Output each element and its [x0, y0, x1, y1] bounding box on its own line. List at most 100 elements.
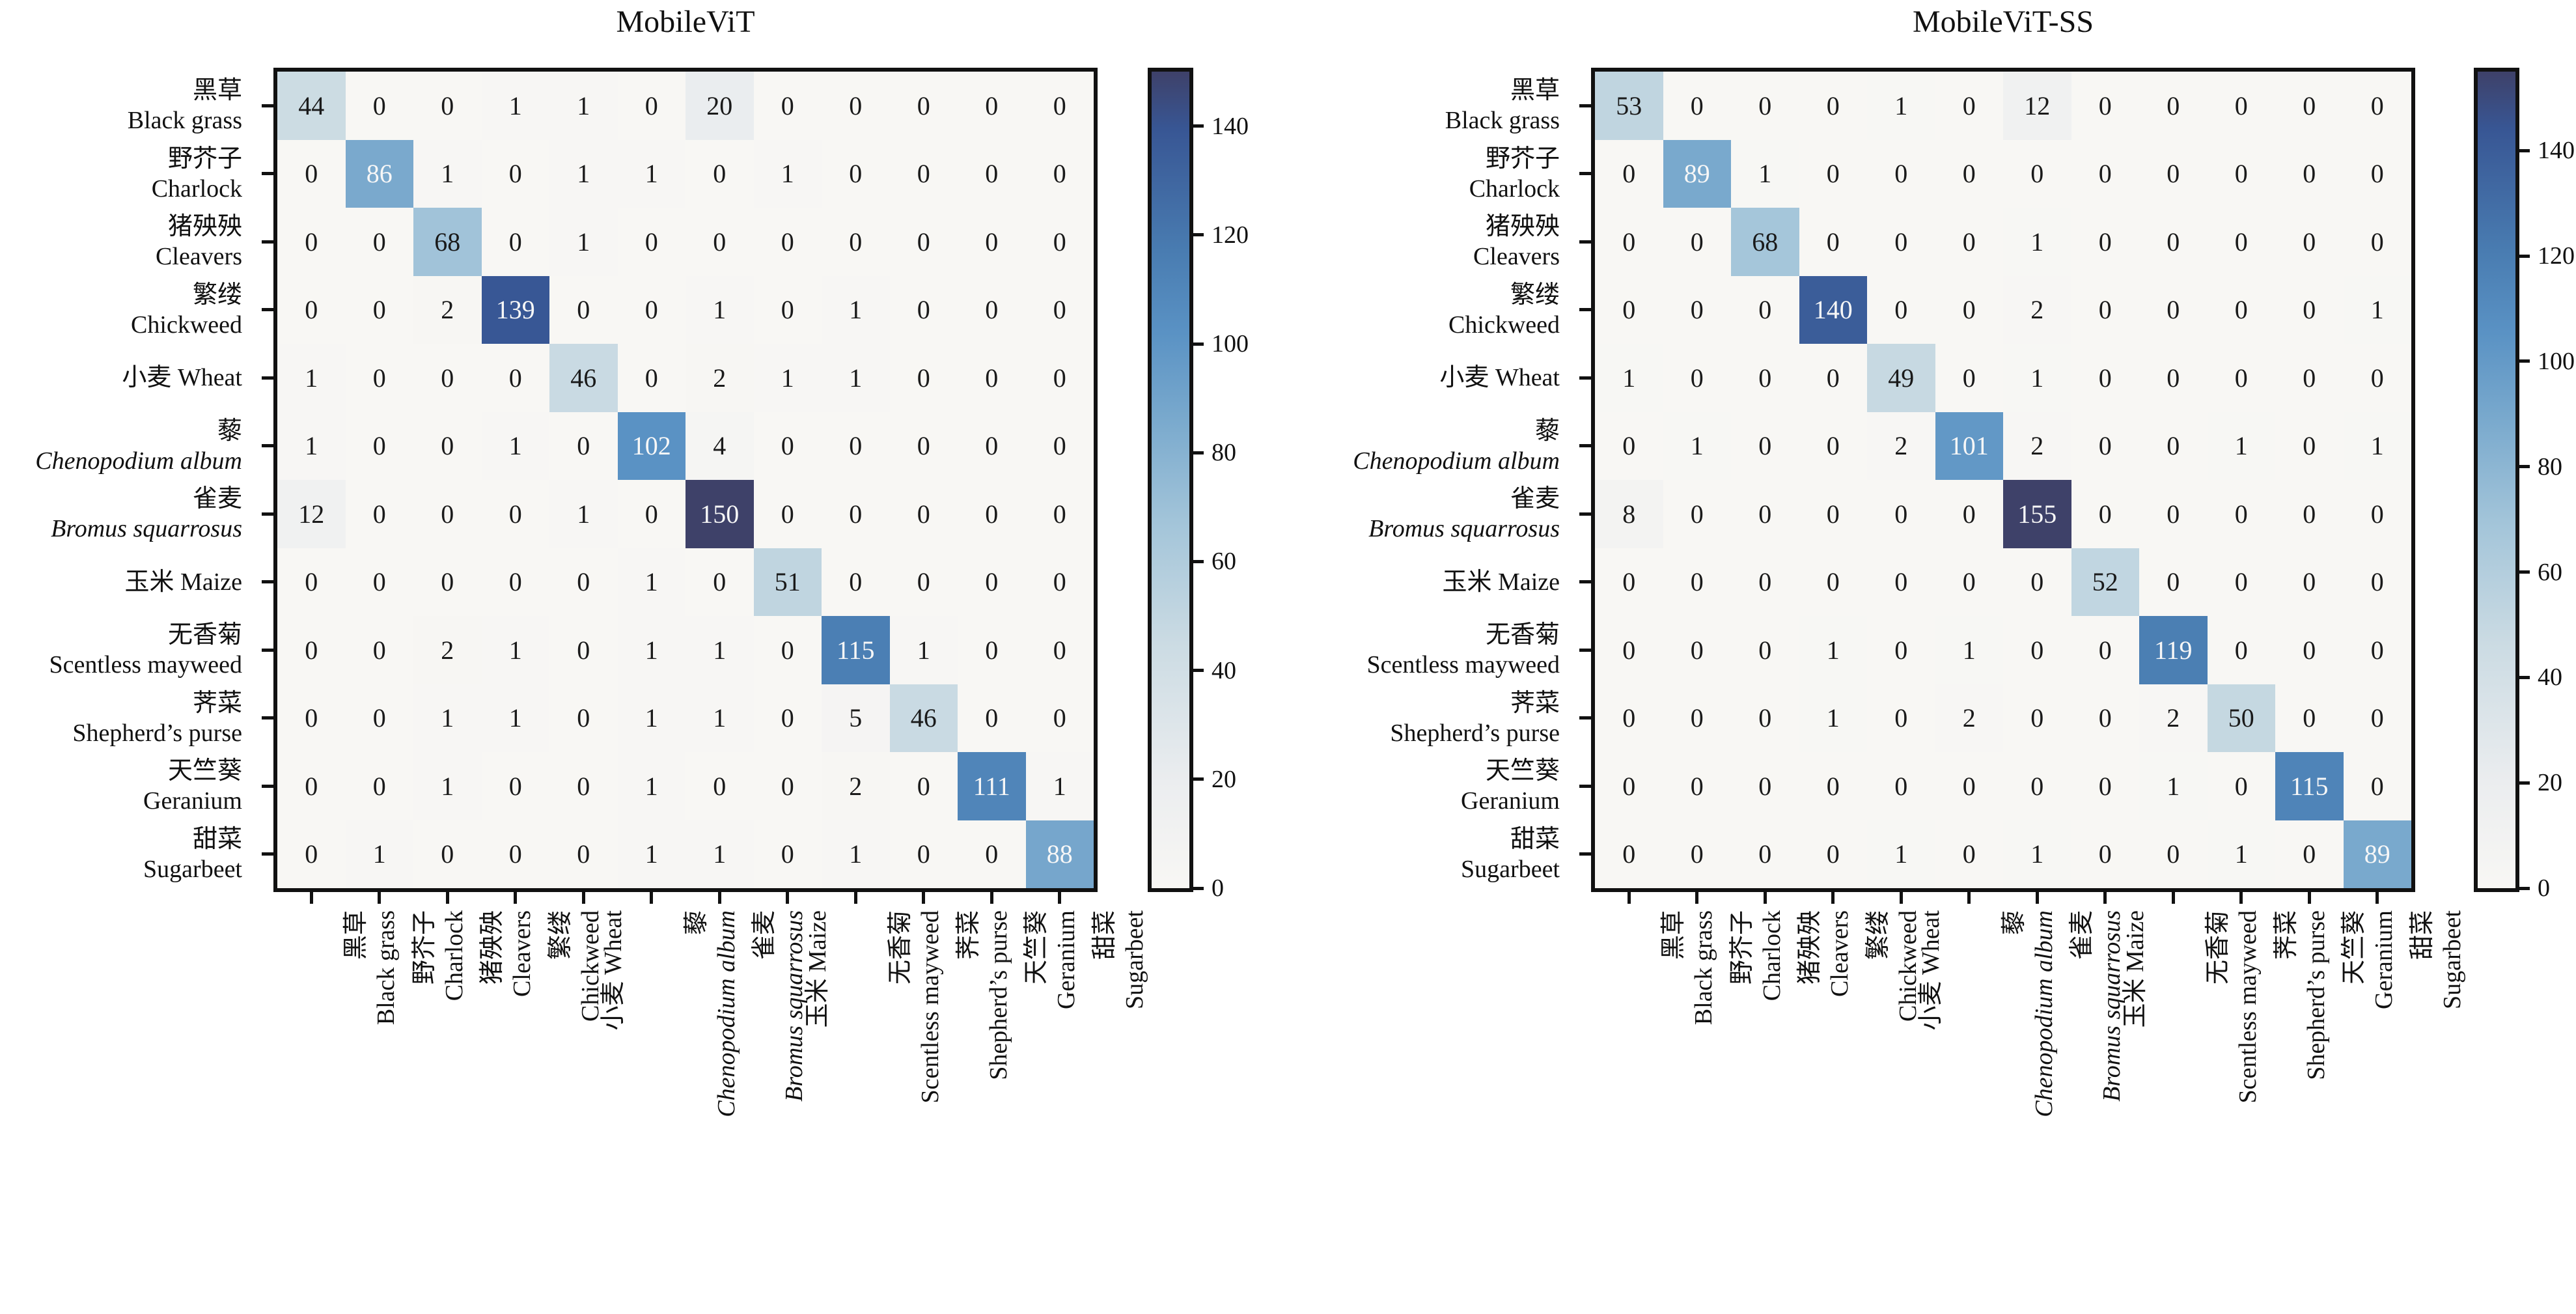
matrix-cell: 0	[617, 480, 686, 548]
colorbar-tick	[2519, 359, 2530, 363]
matrix-cell: 1	[345, 820, 413, 888]
col-label-en: Sugarbeet	[2438, 910, 2466, 1009]
matrix-cell: 115	[822, 616, 890, 684]
matrix-cell: 0	[1935, 752, 2003, 820]
matrix-cell: 0	[2275, 275, 2344, 344]
row-label-zh: 荠菜	[1510, 689, 1560, 717]
col-label-rotated: 小麦 Wheat	[598, 910, 628, 1314]
matrix-cell: 0	[2207, 208, 2275, 276]
matrix-cell: 0	[1663, 820, 1731, 888]
col-label-en: Geranium	[1053, 910, 1081, 1009]
col-label-rotated: 繁缕 Chickweed	[546, 910, 605, 1314]
col-label-rotated: 小麦 Wheat	[1916, 910, 1946, 1314]
matrix-cell: 1	[822, 275, 890, 344]
matrix-cell: 0	[958, 684, 1026, 752]
matrix-cell: 0	[753, 72, 822, 140]
matrix-cell: 0	[1731, 684, 1799, 752]
colorbar-tick	[1193, 124, 1204, 128]
matrix-cell: 0	[1025, 548, 1094, 616]
matrix-cell: 0	[2003, 139, 2071, 208]
matrix-cell: 0	[2207, 72, 2275, 140]
colorbar-tick	[2519, 886, 2530, 890]
row-label: 黑草 Black grass	[1156, 76, 1560, 135]
matrix-cell: 1	[1867, 820, 1935, 888]
row-label-text: 小麦 Wheat	[1439, 364, 1560, 392]
matrix-cell: 0	[549, 275, 618, 344]
matrix-cell: 1	[413, 752, 482, 820]
col-label-zh: 猪殃殃	[1796, 910, 1824, 985]
matrix-cell: 44	[277, 72, 346, 140]
col-label-rotated: 繁缕 Chickweed	[1863, 910, 1923, 1314]
matrix-cell: 0	[1025, 480, 1094, 548]
row-label: 藜 Chenopodium album	[1156, 416, 1560, 476]
row-label: 甜菜 Sugarbeet	[0, 824, 242, 884]
col-label-text: 小麦 Wheat	[600, 910, 628, 1031]
x-axis-tick	[922, 892, 926, 904]
matrix-cell: 1	[686, 616, 754, 684]
col-label-rotated: 玉米 Maize	[803, 910, 833, 1314]
matrix-cell: 0	[889, 344, 958, 412]
row-label: 荠菜 Shepherd’s purse	[0, 688, 242, 748]
matrix-cell: 0	[277, 548, 346, 616]
matrix-cell: 0	[617, 275, 686, 344]
row-label-en: Bromus squarrosus	[51, 515, 242, 543]
matrix-cell: 0	[2003, 616, 2071, 684]
matrix-cell: 1	[2343, 275, 2411, 344]
matrix-cell: 0	[1799, 208, 1867, 276]
matrix-cell: 1	[413, 139, 482, 208]
colorbar-tick	[2519, 675, 2530, 679]
matrix-cell: 0	[1935, 820, 2003, 888]
matrix-cell: 1	[1663, 412, 1731, 480]
col-label-rotated: 雀麦 Bromus squarrosus	[749, 910, 809, 1314]
matrix-cell: 0	[958, 208, 1026, 276]
matrix-cell: 0	[958, 275, 1026, 344]
col-label-en: Cleavers	[1826, 910, 1854, 997]
matrix-cell: 0	[2275, 139, 2344, 208]
matrix-cell: 1	[686, 275, 754, 344]
matrix-cell: 0	[413, 480, 482, 548]
matrix-cell: 111	[958, 752, 1026, 820]
matrix-cell: 1	[753, 344, 822, 412]
matrix-cell: 0	[549, 752, 618, 820]
matrix-cell: 0	[686, 548, 754, 616]
y-axis-tick	[1579, 648, 1591, 652]
matrix-cell: 0	[1799, 820, 1867, 888]
matrix-cell: 0	[1663, 72, 1731, 140]
matrix-cell: 46	[889, 684, 958, 752]
x-axis-tick	[1058, 892, 1062, 904]
matrix-cell: 0	[1867, 275, 1935, 344]
row-label: 荠菜 Shepherd’s purse	[1156, 688, 1560, 748]
matrix-cell: 119	[2139, 616, 2208, 684]
row-label-zh: 野芥子	[167, 145, 242, 173]
col-label-zh: 荠菜	[2272, 910, 2300, 960]
matrix-cell: 0	[1731, 275, 1799, 344]
colorbar	[2474, 68, 2519, 892]
row-label-zh: 猪殃殃	[1485, 213, 1560, 241]
matrix-cell: 0	[2071, 412, 2139, 480]
x-axis-tick	[2239, 892, 2243, 904]
matrix-cell: 0	[2139, 275, 2208, 344]
matrix-cell: 1	[481, 72, 549, 140]
matrix-cell: 0	[617, 72, 686, 140]
row-label-en: Black grass	[1445, 107, 1560, 135]
colorbar-tick-label: 100	[1212, 330, 1249, 357]
y-axis-tick	[1579, 784, 1591, 788]
colorbar-tick	[1193, 886, 1204, 890]
colorbar-tick-label: 120	[2538, 242, 2575, 270]
matrix-cell: 0	[2275, 412, 2344, 480]
matrix-cell: 115	[2275, 752, 2344, 820]
matrix-cell: 0	[481, 548, 549, 616]
matrix-cell: 1	[822, 820, 890, 888]
matrix-cell: 1	[1799, 684, 1867, 752]
matrix-cell: 8	[1595, 480, 1663, 548]
matrix-cell: 1	[617, 820, 686, 888]
colorbar-tick-label: 120	[1212, 221, 1249, 249]
x-axis-tick	[2171, 892, 2175, 904]
row-label-text: 玉米 Maize	[124, 568, 242, 596]
matrix-cell: 0	[958, 548, 1026, 616]
y-axis-tick	[262, 716, 273, 720]
matrix-cell: 0	[481, 344, 549, 412]
matrix-cell: 0	[2139, 139, 2208, 208]
matrix-cell: 1	[617, 548, 686, 616]
colorbar-tick	[1193, 451, 1204, 454]
